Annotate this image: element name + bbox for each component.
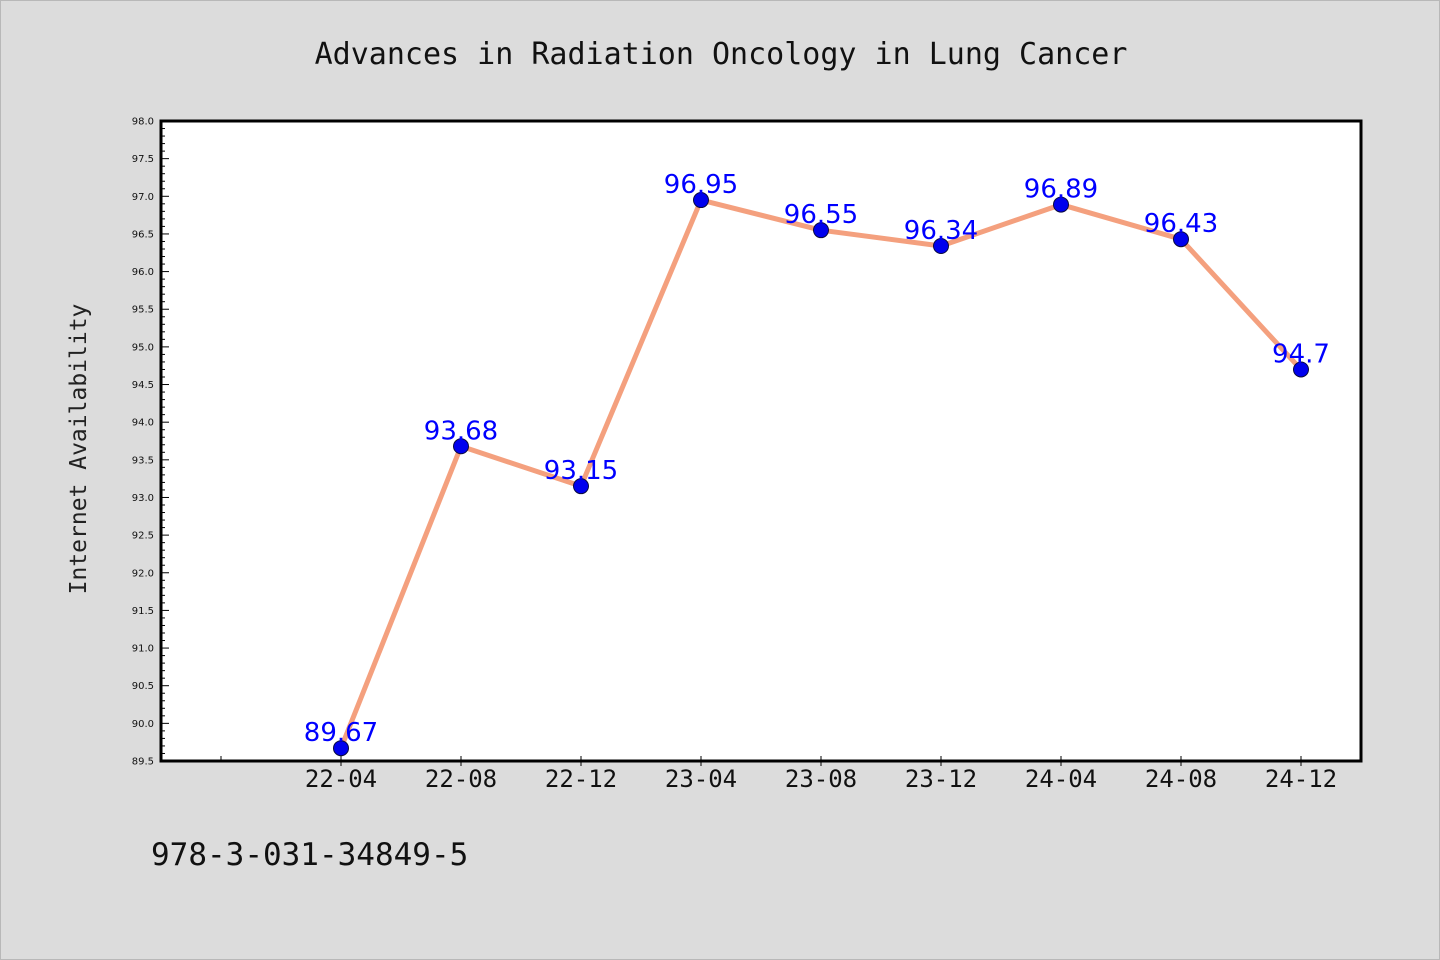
y-tick-label: 95.5 xyxy=(132,305,154,316)
data-point xyxy=(1173,231,1189,248)
x-tick-label: 23-08 xyxy=(785,765,857,793)
data-label: 94.7 xyxy=(1272,339,1330,369)
plot-area xyxy=(161,121,1361,761)
data-point xyxy=(1053,196,1069,213)
data-label: 96.95 xyxy=(664,170,738,200)
y-tick-label: 94.5 xyxy=(132,380,154,391)
x-tick-label: 23-04 xyxy=(665,765,737,793)
data-label: 93.15 xyxy=(544,456,618,486)
x-tick-label: 22-12 xyxy=(545,765,617,793)
y-tick-label: 97.5 xyxy=(132,154,154,165)
data-label: 96.55 xyxy=(784,200,858,230)
y-tick-label: 96.0 xyxy=(132,267,154,278)
x-tick-label: 23-12 xyxy=(905,765,977,793)
data-point xyxy=(933,237,949,254)
data-label: 96.89 xyxy=(1024,175,1098,205)
data-point xyxy=(813,222,829,239)
x-tick-label: 22-08 xyxy=(425,765,497,793)
x-tick-label: 24-04 xyxy=(1025,765,1097,793)
data-label: 93.68 xyxy=(424,416,498,446)
y-tick-label: 91.5 xyxy=(132,606,154,617)
chart-title: Advances in Radiation Oncology in Lung C… xyxy=(315,37,1128,72)
y-tick-label: 90.0 xyxy=(132,719,154,730)
x-axis-ticks: 22-04 22-08 22-12 23-04 23-08 23-12 24-04 24-08… xyxy=(220,756,1337,793)
data-point xyxy=(453,438,469,455)
y-axis-label: Internet Availability xyxy=(66,304,92,595)
y-tick-label: 95.0 xyxy=(132,342,154,353)
y-tick-label: 96.5 xyxy=(132,229,154,240)
y-tick-label: 97.0 xyxy=(132,192,154,203)
y-tick-label: 89.5 xyxy=(132,757,154,768)
data-point xyxy=(333,740,349,757)
data-label: 96.43 xyxy=(1144,209,1218,239)
data-label: 89.67 xyxy=(304,718,378,748)
y-tick-label: 93.0 xyxy=(132,493,154,504)
y-tick-label: 93.5 xyxy=(132,455,154,466)
data-point xyxy=(693,192,709,209)
x-tick-label: 24-08 xyxy=(1145,765,1217,793)
y-tick-label: 92.0 xyxy=(132,568,154,579)
footer-isbn: 978-3-031-34849-5 xyxy=(151,837,468,873)
data-labels: 89.67 93.68 93.15 96.95 96.55 96.34 96.89 96.43… xyxy=(304,170,1330,748)
y-tick-label: 98.0 xyxy=(132,117,154,128)
x-tick-label: 22-04 xyxy=(305,765,377,793)
y-tick-label: 91.0 xyxy=(132,644,154,655)
data-point xyxy=(573,478,589,495)
data-point xyxy=(1293,361,1309,378)
y-tick-label: 90.5 xyxy=(132,681,154,692)
data-points xyxy=(333,192,1309,757)
data-label: 96.34 xyxy=(904,216,978,246)
y-axis-ticks: 89.5 90.0 90.5 91.0 91.5 92.0 92.5 93.0 93.5 94.0… xyxy=(132,117,169,768)
x-tick-label: 24-12 xyxy=(1265,765,1337,793)
y-tick-label: 94.0 xyxy=(132,418,154,429)
plot-frame xyxy=(159,119,1363,763)
y-tick-label: 92.5 xyxy=(132,531,154,542)
